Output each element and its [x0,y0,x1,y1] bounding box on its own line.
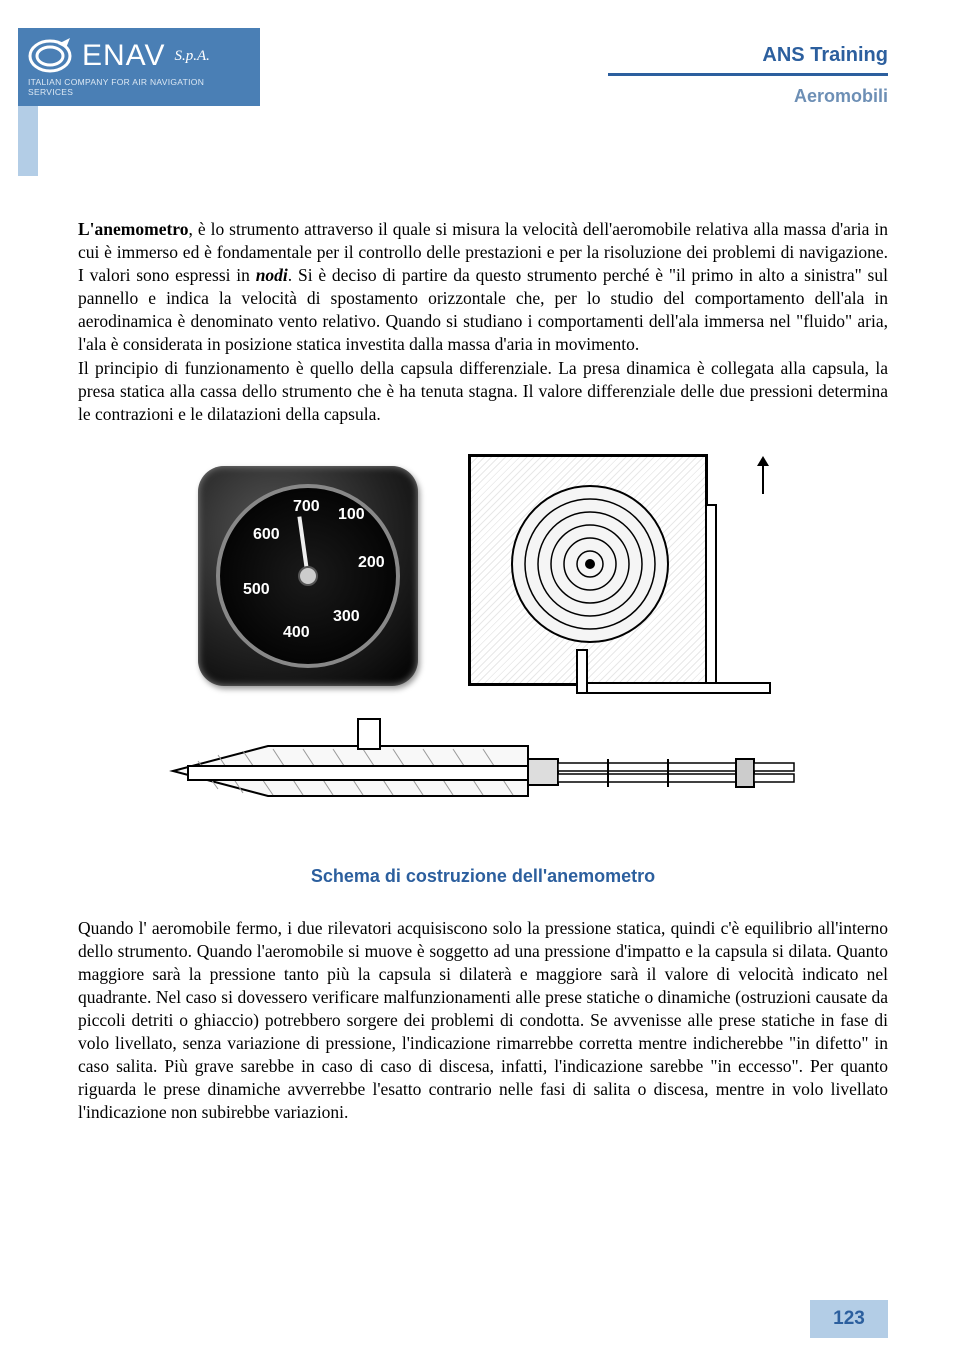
gauge-tick-400: 400 [283,622,310,643]
brand-suffix: S.p.A. [174,48,209,65]
brand-tagline: ITALIAN COMPANY FOR AIR NAVIGATION SERVI… [28,77,250,97]
page-number: 123 [810,1300,888,1338]
gauge-tick-500: 500 [243,579,270,600]
static-tube-vertical [705,504,717,684]
doc-subtitle: Aeromobili [608,86,888,107]
gauge-tick-100: 100 [338,504,365,525]
enav-logo-icon [28,36,76,76]
gauge-tick-700: 700 [293,496,320,517]
left-accent-stripe [18,106,38,176]
airflow-arrow-icon [753,456,773,496]
gauge-tick-200: 200 [358,552,385,573]
gauge-diagram: 700 100 600 200 500 300 400 [158,454,808,699]
page-heading: ANS Training Aeromobili [608,44,888,107]
tube-connect [576,649,588,694]
paragraph-3: Quando l' aeromobile fermo, i due rileva… [78,917,888,1125]
doc-section-title: ANS Training [608,44,888,73]
pitot-diagram [158,711,808,831]
capsule-diaphragm-icon [508,482,672,646]
tube-horizontal-bottom [576,682,771,694]
body-content: L'anemometro, è lo strumento attraverso … [78,218,888,1124]
brand-header: ENAV S.p.A. ITALIAN COMPANY FOR AIR NAVI… [18,28,260,106]
heading-divider [608,73,888,76]
paragraph-2: Il principio di funzionamento è quello d… [78,357,888,426]
lead-term: L'anemometro [78,219,189,239]
paragraph-1: L'anemometro, è lo strumento attraverso … [78,218,888,357]
figure-caption: Schema di costruzione dell'anemometro [158,865,808,889]
gauge-tick-300: 300 [333,606,360,627]
anemometer-figure: 700 100 600 200 500 300 400 [158,454,808,889]
gauge-tick-600: 600 [253,524,280,545]
gauge-center-pin [298,566,318,586]
brand-name: ENAV [82,39,165,73]
emphasis-nodi: nodi [256,265,288,285]
